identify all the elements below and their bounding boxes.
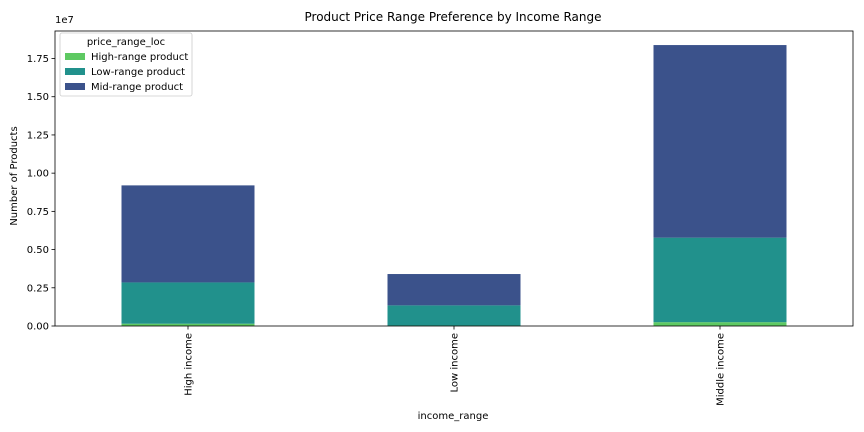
- y-tick-label: 1.50: [27, 92, 49, 103]
- bar-middle-income-mid-range-product: [653, 45, 787, 238]
- x-axis-label: income_range: [418, 411, 489, 422]
- legend-swatch: [65, 68, 85, 75]
- legend: price_range_loc High-range product Low-ran…: [59, 32, 193, 97]
- bar-high-income-low-range-product: [121, 282, 255, 324]
- bar-middle-income-high-range-product: [653, 322, 787, 326]
- bar-middle-income-low-range-product: [653, 237, 787, 323]
- legend-box: [59, 32, 193, 97]
- y-tick-label: 1.25: [27, 130, 49, 141]
- bars-layer: [121, 45, 787, 326]
- legend-swatch: [65, 83, 85, 90]
- chart-title: Product Price Range Preference by Income…: [305, 10, 602, 24]
- bar-high-income-mid-range-product: [121, 185, 255, 283]
- legend-swatch: [65, 53, 85, 60]
- y-axis-offset-text: 1e7: [55, 15, 74, 26]
- y-tick-label: 0.25: [27, 283, 49, 294]
- axes-layer: 0.00 0.25 0.50 0.75 1.00 1.25 1.50 1.75 High inc…: [27, 30, 854, 406]
- bar-low-income-low-range-product: [387, 305, 521, 326]
- y-tick-label: 0.75: [27, 207, 49, 218]
- legend-label: Low-range product: [91, 67, 185, 78]
- bar-low-income-mid-range-product: [387, 274, 521, 306]
- y-tick-label: 0.00: [27, 322, 49, 333]
- y-tick-label: 1.75: [27, 54, 49, 65]
- x-tick-label: High income: [184, 333, 195, 396]
- y-tick-label: 0.50: [27, 245, 49, 256]
- y-tick-label: 1.00: [27, 169, 49, 180]
- y-axis-label: Number of Products: [9, 126, 20, 225]
- bar-high-income-high-range-product: [121, 323, 255, 326]
- legend-title: price_range_loc: [87, 37, 165, 48]
- x-tick-label: Low income: [450, 333, 461, 393]
- legend-label: High-range product: [91, 52, 188, 63]
- x-tick-label: Middle income: [716, 333, 727, 406]
- legend-label: Mid-range product: [91, 82, 183, 93]
